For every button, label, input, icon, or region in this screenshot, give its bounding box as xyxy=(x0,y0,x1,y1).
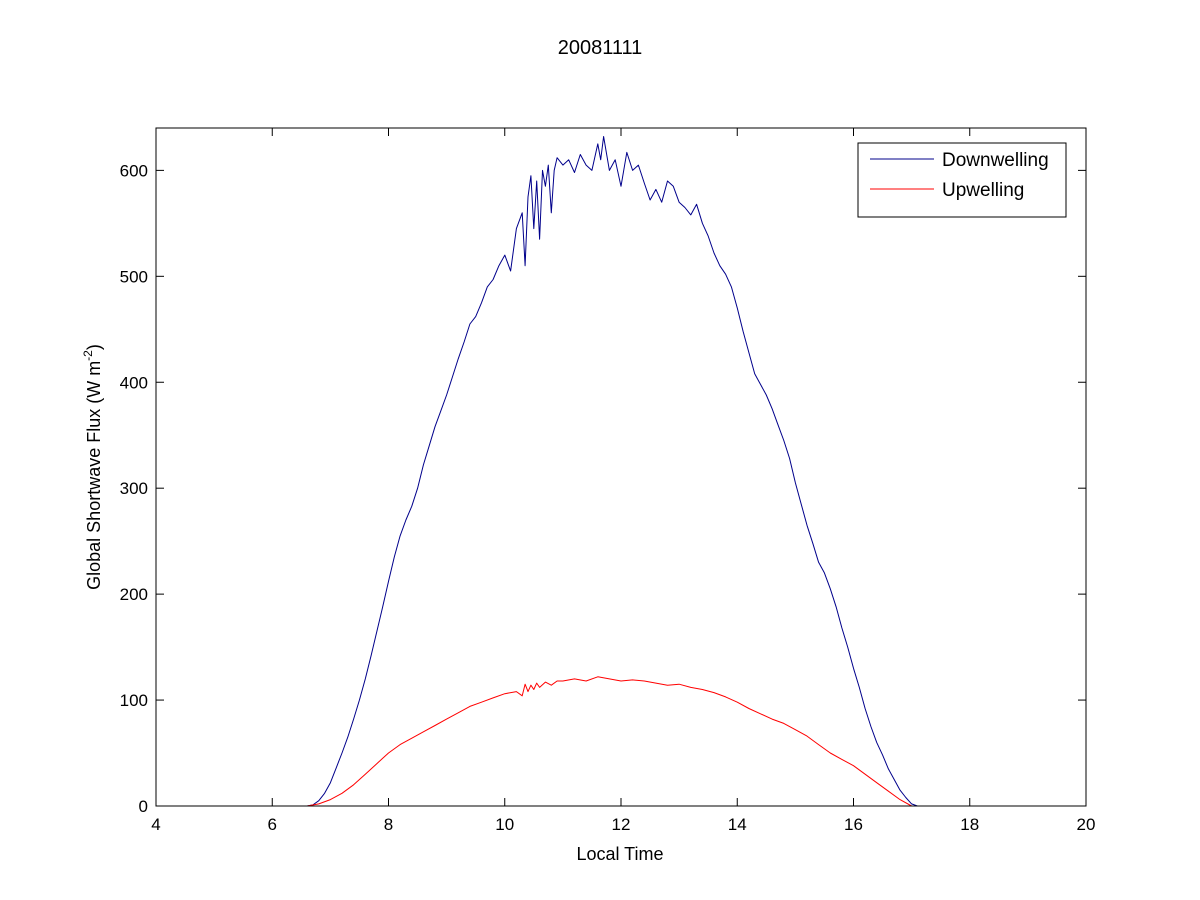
y-tick-label: 300 xyxy=(120,479,148,498)
legend-label-downwelling: Downwelling xyxy=(942,150,1049,171)
y-axis: 0 100 200 300 400 500 600 xyxy=(120,161,1086,816)
plot-frame xyxy=(155,127,1087,807)
y-tick-label: 400 xyxy=(120,373,148,392)
x-tick-label: 16 xyxy=(844,815,863,834)
y-axis-label-main: Global Shortwave Flux (W m xyxy=(84,361,104,590)
y-axis-label: Global Shortwave Flux (W m-2) xyxy=(81,344,104,590)
x-tick-label: 10 xyxy=(495,815,514,834)
y-axis-label-end: ) xyxy=(84,344,104,350)
y-tick-label: 100 xyxy=(120,691,148,710)
x-tick-label: 4 xyxy=(151,815,160,834)
x-tick-label: 12 xyxy=(612,815,631,834)
x-tick-label: 6 xyxy=(268,815,277,834)
x-tick-label: 14 xyxy=(728,815,747,834)
x-tick-label: 18 xyxy=(960,815,979,834)
x-axis-label: Local Time xyxy=(576,844,663,864)
x-tick-label: 20 xyxy=(1077,815,1096,834)
legend-box xyxy=(857,142,1067,218)
chart-title: 20081111 xyxy=(558,37,643,59)
y-axis-label-sup: -2 xyxy=(81,350,95,361)
plot-area xyxy=(289,136,1069,807)
y-tick-label: 0 xyxy=(139,797,148,816)
y-tick-label: 600 xyxy=(120,161,148,180)
y-tick-label: 500 xyxy=(120,267,148,286)
y-tick-label: 200 xyxy=(120,585,148,604)
x-axis: 4 6 8 10 12 14 16 18 20 xyxy=(151,128,1095,834)
series-line-upwelling xyxy=(289,676,924,807)
x-tick-label: 8 xyxy=(384,815,393,834)
series-line-downwelling xyxy=(295,136,930,807)
legend-label-upwelling: Upwelling xyxy=(942,180,1024,201)
legend: Downwelling Upwelling xyxy=(857,142,1067,218)
